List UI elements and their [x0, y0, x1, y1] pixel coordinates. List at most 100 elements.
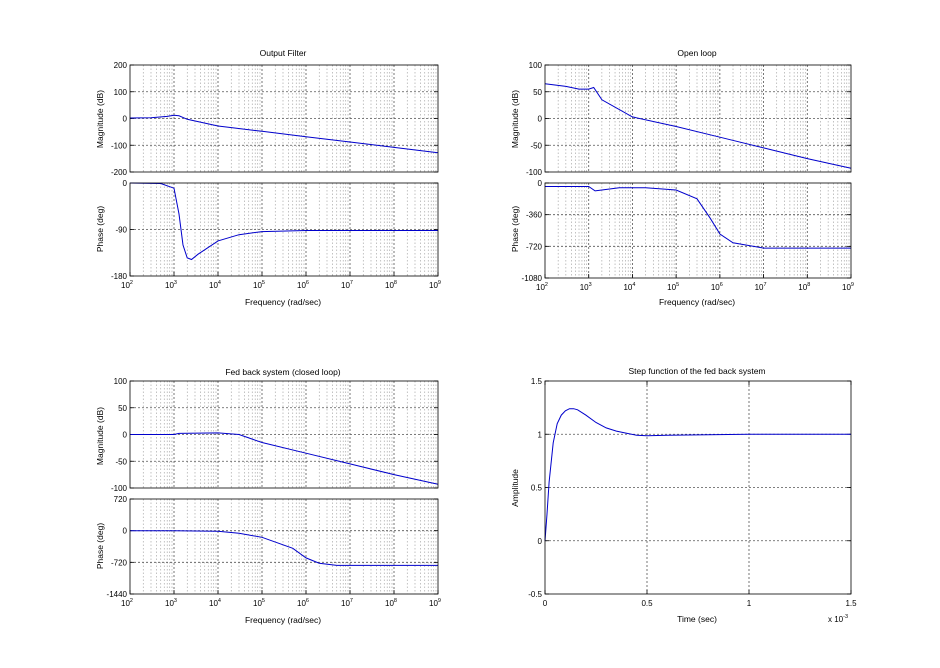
- x-tick-exponent: 6: [720, 282, 723, 288]
- x-tick-exponent: 4: [218, 598, 221, 604]
- x-tick-label: 105: [667, 282, 679, 292]
- x-tick-base: 10: [121, 599, 130, 608]
- x-tick-exponent: 8: [394, 598, 397, 604]
- x-tick-exponent: 4: [632, 282, 635, 288]
- x-tick-exponent: 2: [130, 598, 133, 604]
- y-tick-label: 50: [118, 404, 127, 413]
- axes-frame: [544, 182, 852, 279]
- axes-frame: [544, 380, 852, 595]
- x-tick-exponent: 3: [174, 598, 177, 604]
- x-tick-label: 107: [341, 598, 353, 608]
- x-tick-label: 1: [747, 599, 752, 608]
- x-tick-base: 10: [667, 283, 676, 292]
- x-tick-exponent: 2: [130, 280, 133, 286]
- y-tick-label: 0: [123, 115, 128, 124]
- x-multiplier-exponent: -3: [843, 614, 848, 620]
- y-tick-label: 200: [114, 61, 128, 70]
- chart-title: Open loop: [677, 48, 716, 58]
- x-tick-exponent: 9: [438, 280, 441, 286]
- x-tick-base: 10: [385, 599, 394, 608]
- y-tick-label: 0: [123, 179, 128, 188]
- y-tick-label: -100: [526, 168, 543, 177]
- y-tick-label: 720: [114, 495, 128, 504]
- x-tick-base: 10: [297, 281, 306, 290]
- chart-title: Step function of the fed back system: [628, 366, 765, 376]
- x-tick-exponent: 9: [851, 282, 854, 288]
- series-line: [544, 408, 851, 541]
- step-response: Step function of the fed back system Tim…: [510, 366, 857, 624]
- y-tick-label: -720: [526, 242, 543, 251]
- x-tick-base: 10: [341, 599, 350, 608]
- x-axis-label: Frequency (rad/sec): [245, 297, 321, 307]
- series-line: [544, 83, 852, 169]
- y-tick-label: 0: [123, 431, 128, 440]
- phase-y-axis-label: Phase (deg): [95, 523, 105, 569]
- x-tick-label: 1.5: [845, 599, 857, 608]
- x-tick-base: 10: [798, 283, 807, 292]
- x-tick-label: 105: [253, 598, 265, 608]
- series-line: [545, 186, 851, 249]
- y-tick-label: -0.5: [528, 590, 542, 599]
- x-tick-label: 103: [165, 280, 177, 290]
- y-tick-label: -1080: [522, 274, 543, 283]
- x-tick-base: 10: [385, 281, 394, 290]
- x-tick-exponent: 5: [262, 280, 265, 286]
- x-tick-base: 10: [711, 283, 720, 292]
- x-tick-exponent: 3: [174, 280, 177, 286]
- phase-y-axis-label: Phase (deg): [95, 206, 105, 252]
- x-axis-label: Frequency (rad/sec): [245, 615, 321, 625]
- y-tick-label: 100: [114, 88, 128, 97]
- x-tick-base: 10: [536, 283, 545, 292]
- y-tick-label: 0: [538, 179, 543, 188]
- magnitude-y-axis-label: Magnitude (dB): [510, 90, 520, 148]
- y-tick-label: -90: [115, 226, 127, 235]
- x-tick-label: 105: [253, 280, 265, 290]
- x-tick-exponent: 8: [394, 280, 397, 286]
- x-tick-exponent: 2: [545, 282, 548, 288]
- x-tick-label: 102: [536, 282, 548, 292]
- axes-frame: [129, 64, 439, 173]
- x-tick-exponent: 7: [763, 282, 766, 288]
- x-tick-exponent: 6: [306, 598, 309, 604]
- x-tick-base: 10: [429, 599, 438, 608]
- x-tick-label: 103: [165, 598, 177, 608]
- x-tick-label: 108: [385, 280, 397, 290]
- x-tick-label: 108: [798, 282, 810, 292]
- axes-frame: [129, 182, 439, 277]
- x-tick-exponent: 6: [306, 280, 309, 286]
- x-tick-base: 10: [209, 599, 218, 608]
- x-tick-exponent: 9: [438, 598, 441, 604]
- x-tick-label: 109: [429, 280, 441, 290]
- x-tick-exponent: 3: [589, 282, 592, 288]
- series-line: [129, 114, 439, 154]
- x-tick-base: 10: [341, 281, 350, 290]
- x-tick-label: 104: [209, 280, 221, 290]
- bode-closed-loop: Fed back system (closed loop) Frequency …: [95, 367, 441, 625]
- x-tick-base: 10: [755, 283, 764, 292]
- x-tick-base: 10: [297, 599, 306, 608]
- x-multiplier: x 10-3: [828, 614, 848, 624]
- x-axis-label: Frequency (rad/sec): [659, 297, 735, 307]
- series-line: [130, 432, 439, 485]
- x-tick-base: 10: [842, 283, 851, 292]
- x-tick-label: 104: [623, 282, 635, 292]
- chart-title: Fed back system (closed loop): [225, 367, 340, 377]
- y-tick-label: -100: [111, 141, 128, 150]
- x-tick-label: 106: [297, 280, 309, 290]
- x-tick-exponent: 8: [807, 282, 810, 288]
- x-tick-base: 10: [165, 281, 174, 290]
- y-tick-label: 50: [533, 88, 542, 97]
- x-tick-base: 10: [580, 283, 589, 292]
- y-tick-label: 0: [538, 115, 543, 124]
- x-multiplier-base: x 10: [828, 615, 844, 624]
- x-tick-label: 108: [385, 598, 397, 608]
- x-tick-label: 106: [297, 598, 309, 608]
- magnitude-y-axis-label: Magnitude (dB): [95, 90, 105, 148]
- y-tick-label: 0: [538, 537, 543, 546]
- axes-frame: [129, 498, 439, 595]
- x-tick-label: 0: [543, 599, 548, 608]
- x-tick-label: 102: [121, 280, 133, 290]
- y-tick-label: 1.5: [531, 377, 543, 386]
- x-tick-base: 10: [253, 599, 262, 608]
